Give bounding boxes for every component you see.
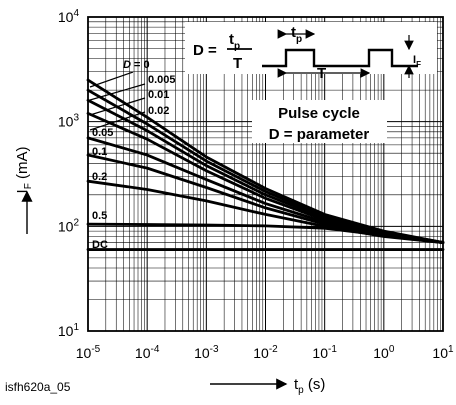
pulse-waveform (262, 48, 418, 68)
y-axis-label: IF (mA) (14, 147, 34, 194)
x-tick-label-2: 10-3 (194, 344, 219, 361)
y-tick-label-2: 103 (58, 113, 80, 130)
series-leader-line-2 (89, 97, 146, 116)
series-label-4: 0.05 (92, 127, 113, 139)
x-tick-label-5: 100 (373, 344, 395, 361)
axis-labels: IF (mA) tp (s) isfh620a_05 (5, 147, 325, 396)
x-tick-label-4: 10-1 (312, 344, 337, 361)
y-tick-label-1: 102 (58, 217, 80, 234)
series-label-3: 0.02 (148, 105, 169, 117)
series-line-7 (86, 222, 445, 244)
series-label-5: 0.1 (92, 146, 107, 158)
series-leader-line-0 (89, 71, 134, 88)
period-label: T (317, 65, 326, 82)
y-tick-label-3: 104 (58, 8, 80, 25)
series-label-2: 0.01 (148, 89, 169, 101)
series-labels: D = 0 0.005 0.01 0.02 0.05 0.1 0.2 0.5 DC (89, 59, 176, 251)
figure-id: isfh620a_05 (5, 380, 71, 394)
x-tick-label-0: 10-5 (76, 344, 101, 361)
series-label-8: DC (92, 239, 108, 251)
x-tick-label-1: 10-4 (135, 344, 160, 361)
series-label-1: 0.005 (148, 74, 176, 86)
tick-labels: 10-5 10-4 10-3 10-2 10-1 100 101 101 102 103 104 (58, 8, 454, 361)
pulse-inset: D = tp T tp T IF Pulse cycle D = paramet… (185, 22, 437, 143)
series-label-0: D = 0 (123, 59, 150, 71)
series-leader-line-3 (89, 111, 146, 131)
plot-border (87, 16, 444, 332)
series-label-7: 0.5 (92, 210, 107, 222)
x-tick-label-3: 10-2 (253, 344, 278, 361)
legend-title: Pulse cycle (278, 105, 360, 122)
data-series (86, 78, 445, 251)
plot-frame (87, 16, 444, 332)
duty-cycle-lhs: D = (193, 42, 217, 59)
legend-subtitle: D = parameter (269, 126, 370, 143)
forward-current-label: IF (413, 54, 421, 69)
series-label-6: 0.2 (92, 171, 107, 183)
x-tick-label-6: 101 (432, 344, 454, 361)
y-tick-label-0: 101 (58, 322, 80, 339)
duty-cycle-numerator: tp (229, 31, 240, 52)
series-leader-line-1 (89, 83, 146, 101)
duty-cycle-denominator: T (233, 55, 242, 72)
legend-box (252, 100, 387, 143)
x-axis-label: tp (s) (294, 376, 325, 396)
pulse-width-label: tp (291, 24, 302, 45)
